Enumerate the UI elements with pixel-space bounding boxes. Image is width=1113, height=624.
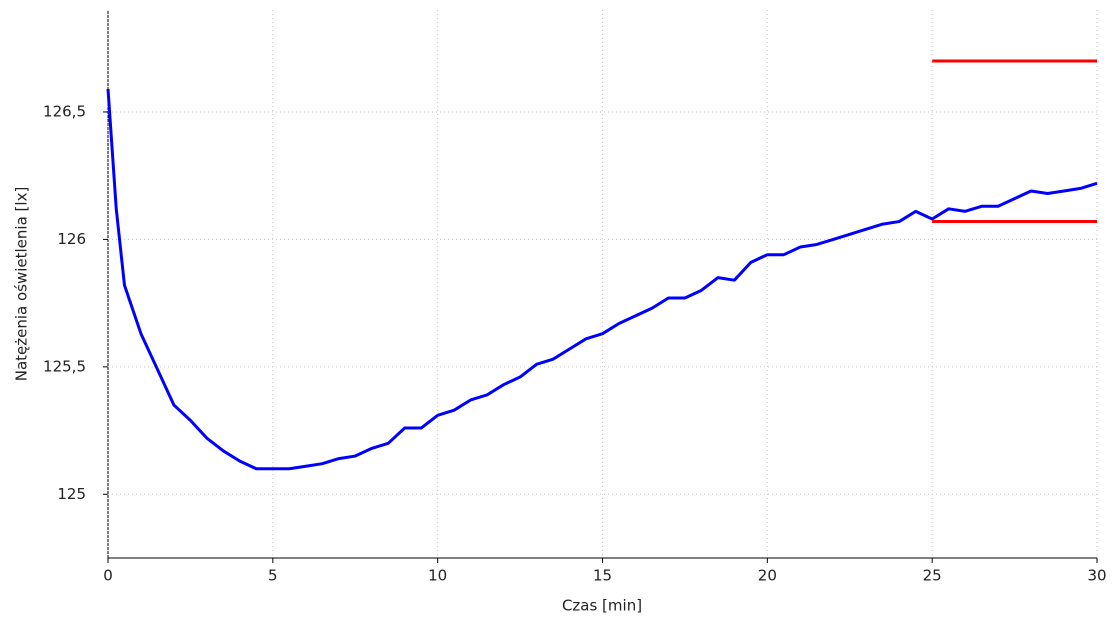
y-tick-label: 125 bbox=[57, 485, 86, 503]
x-tick-label: 5 bbox=[268, 567, 278, 585]
y-tick-label: 126 bbox=[57, 230, 86, 248]
x-tick-label: 10 bbox=[428, 567, 447, 585]
y-axis-label: Natężenia oświetlenia [lx] bbox=[13, 187, 31, 382]
y-tick-label: 126,5 bbox=[43, 102, 86, 120]
x-tick-label: 20 bbox=[758, 567, 777, 585]
line bbox=[106, 88, 1098, 471]
x-tick-label: 0 bbox=[103, 567, 113, 585]
x-tick-label: 15 bbox=[593, 567, 612, 585]
x-tick-label: 30 bbox=[1087, 567, 1106, 585]
x-tick-label: 25 bbox=[923, 567, 942, 585]
y-tick-label: 125,5 bbox=[43, 357, 86, 375]
x-axis-label: Czas [min] bbox=[562, 597, 642, 615]
